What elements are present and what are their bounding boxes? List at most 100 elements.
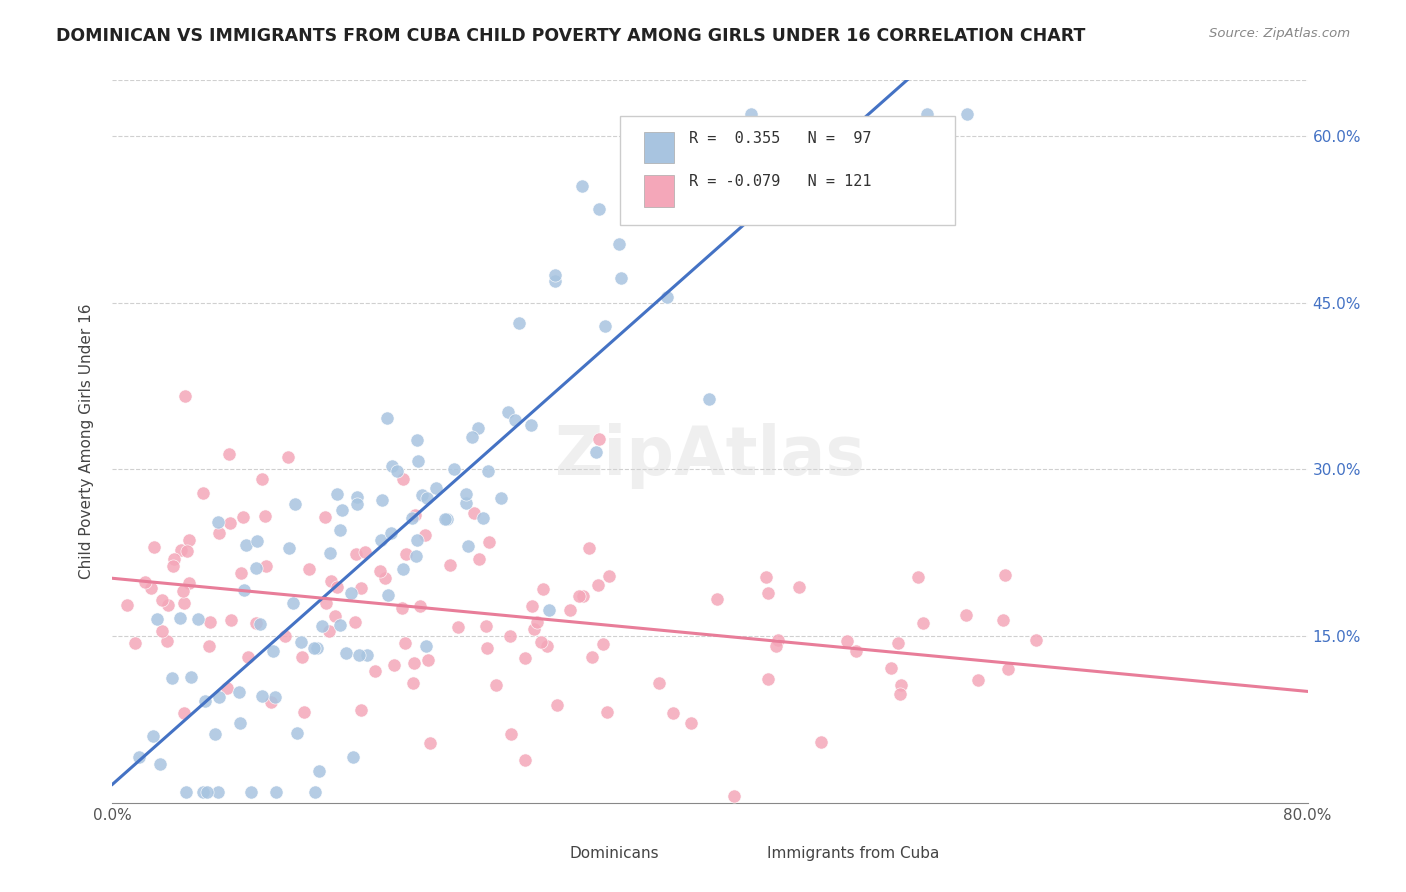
Text: DOMINICAN VS IMMIGRANTS FROM CUBA CHILD POVERTY AMONG GIRLS UNDER 16 CORRELATION: DOMINICAN VS IMMIGRANTS FROM CUBA CHILD … xyxy=(56,27,1085,45)
Point xyxy=(350,581,373,595)
Y-axis label: Child Poverty Among Girls Under 16: Child Poverty Among Girls Under 16 xyxy=(79,304,94,579)
Point xyxy=(1025,633,1047,648)
Point xyxy=(419,736,441,750)
Point xyxy=(723,789,745,804)
Point xyxy=(405,533,427,547)
Point xyxy=(328,618,350,632)
Point xyxy=(117,599,139,613)
Point xyxy=(433,512,456,526)
Point xyxy=(513,651,536,665)
Point xyxy=(124,636,146,650)
Point xyxy=(304,785,326,799)
Point xyxy=(311,619,333,633)
Point xyxy=(415,639,437,653)
Point xyxy=(176,544,198,558)
Point xyxy=(596,705,619,719)
Point xyxy=(284,497,307,511)
Point xyxy=(370,533,392,547)
Point xyxy=(515,753,537,767)
Point xyxy=(394,636,416,650)
FancyBboxPatch shape xyxy=(644,132,675,163)
Point xyxy=(298,562,321,576)
Point xyxy=(179,576,201,591)
Point xyxy=(766,633,789,648)
Point xyxy=(418,653,440,667)
Point xyxy=(377,588,399,602)
Point xyxy=(477,640,499,655)
Point xyxy=(187,611,209,625)
Point xyxy=(912,615,935,630)
Point xyxy=(246,534,269,549)
Point xyxy=(436,512,458,526)
Point xyxy=(193,693,215,707)
Point xyxy=(560,603,582,617)
Point xyxy=(413,528,436,542)
Point xyxy=(285,725,308,739)
Text: R =  0.355   N =  97: R = 0.355 N = 97 xyxy=(689,130,872,145)
Point xyxy=(467,421,489,435)
Point xyxy=(236,649,259,664)
Point xyxy=(207,785,229,799)
Point xyxy=(162,559,184,574)
Point xyxy=(544,274,567,288)
Point xyxy=(156,633,179,648)
Point xyxy=(318,546,340,560)
Point xyxy=(401,675,423,690)
Point xyxy=(508,316,530,330)
Point xyxy=(273,629,295,643)
Point xyxy=(308,764,330,778)
Point xyxy=(381,458,404,473)
Point xyxy=(740,106,762,120)
Text: ZipAtlas: ZipAtlas xyxy=(555,423,865,489)
Point xyxy=(391,472,413,486)
Point xyxy=(706,592,728,607)
Point xyxy=(374,571,396,585)
Point xyxy=(314,510,336,524)
Point xyxy=(392,562,415,576)
Point xyxy=(218,447,240,461)
Point xyxy=(249,616,271,631)
Point xyxy=(496,405,519,419)
Point xyxy=(391,601,413,615)
Point xyxy=(443,462,465,476)
Point xyxy=(315,596,337,610)
Point xyxy=(699,392,721,406)
Point xyxy=(195,785,218,799)
Point xyxy=(477,464,499,478)
Point xyxy=(342,750,364,764)
Point xyxy=(172,584,194,599)
Point xyxy=(610,270,633,285)
Point xyxy=(404,508,426,523)
Point xyxy=(966,673,988,688)
Point xyxy=(679,716,702,731)
FancyBboxPatch shape xyxy=(763,838,794,868)
Point xyxy=(401,511,423,525)
Point xyxy=(457,539,479,553)
Point xyxy=(329,523,352,537)
Point xyxy=(439,558,461,573)
Point xyxy=(142,729,165,743)
Point xyxy=(263,644,285,658)
Point xyxy=(382,657,405,672)
Point xyxy=(520,599,543,614)
Point xyxy=(307,641,329,656)
Point xyxy=(478,535,501,549)
Point xyxy=(193,486,215,500)
FancyBboxPatch shape xyxy=(524,838,554,868)
Point xyxy=(402,656,425,670)
Point xyxy=(991,614,1014,628)
Point xyxy=(586,578,609,592)
Point xyxy=(380,525,402,540)
Point xyxy=(463,506,485,520)
Point xyxy=(160,671,183,685)
Point xyxy=(489,491,512,505)
FancyBboxPatch shape xyxy=(620,117,955,225)
Point xyxy=(208,526,231,541)
Point xyxy=(198,615,221,630)
Point xyxy=(454,487,477,501)
Point xyxy=(406,433,429,447)
Point xyxy=(395,547,418,561)
Point xyxy=(292,705,315,719)
Point xyxy=(385,464,408,478)
Point xyxy=(648,676,671,690)
